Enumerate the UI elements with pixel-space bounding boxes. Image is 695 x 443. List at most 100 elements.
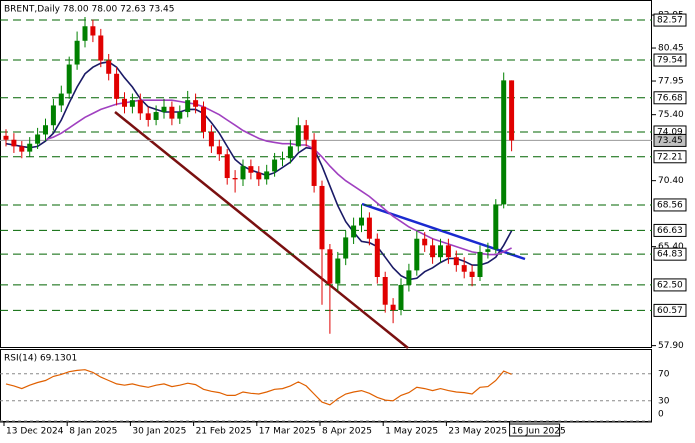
x-tick-label: 17 Mar 2025 [259, 427, 316, 437]
level-box [653, 278, 687, 292]
candle-body [303, 125, 309, 140]
level-box [653, 13, 687, 27]
candle-body [469, 271, 475, 278]
price-panel [0, 0, 652, 348]
candle-body [224, 154, 230, 179]
candle-body [27, 143, 33, 152]
x-tick-label: 23 May 2025 [448, 427, 507, 437]
x-tick-label: 21 Feb 2025 [196, 427, 252, 437]
candle-body [319, 185, 325, 250]
candle-body [382, 277, 388, 305]
level-box [653, 53, 687, 67]
candle-body [153, 112, 159, 120]
y-tick-label: 65.40 [658, 242, 684, 252]
candle-body [453, 257, 459, 266]
candle-body [461, 265, 467, 272]
candle-body [438, 245, 443, 258]
level-box [653, 223, 687, 237]
candle-body [493, 204, 499, 250]
candle-body [351, 225, 357, 238]
candle-body [477, 251, 483, 278]
candle-body [66, 64, 72, 94]
rsi-panel [0, 349, 652, 422]
candle-body [161, 106, 167, 113]
candle-body [390, 304, 396, 310]
level-label: 72.21 [657, 152, 683, 162]
x-tick-label: 1 May 2025 [385, 427, 438, 437]
candle-body [50, 105, 56, 126]
level-label: 66.63 [657, 226, 683, 236]
level-box [653, 150, 687, 164]
chart-title: BRENT,Daily 78.00 78.00 72.63 73.45 [4, 5, 174, 15]
candle-body [366, 217, 372, 239]
candle-body [82, 26, 88, 41]
candle-body [343, 237, 349, 259]
level-label: 60.57 [657, 306, 683, 316]
y-tick-label: 80.45 [658, 44, 684, 54]
candle-body [359, 217, 364, 226]
x-tick-label: 13 Dec 2024 [6, 427, 64, 437]
y-tick-label: 57.90 [658, 341, 684, 351]
candle-body [280, 158, 285, 160]
candle-body [122, 98, 127, 107]
level-label: 64.83 [657, 250, 683, 260]
candle-body [287, 146, 293, 159]
level-box [653, 303, 687, 317]
candle-body [35, 134, 41, 144]
candle-body [327, 249, 333, 284]
y-tick-label: 70.40 [658, 176, 684, 186]
candle-body [208, 131, 214, 147]
y-tick-label: 77.95 [658, 77, 684, 87]
candle-body [177, 112, 183, 119]
candle-body [445, 245, 451, 258]
candle-body [193, 100, 199, 107]
candle-body [398, 284, 404, 310]
candle-body [114, 73, 120, 99]
x-tick-label: 16 Jun 2025 [512, 427, 566, 437]
candle-body [90, 26, 96, 36]
rsi-tick-label: 0 [658, 410, 664, 420]
x-tick-label: 8 Apr 2025 [322, 427, 372, 437]
current-price-label: 73.45 [657, 136, 683, 146]
rsi-tick-label: 70 [658, 369, 670, 379]
level-label: 62.50 [657, 280, 683, 290]
x-highlight [509, 423, 561, 437]
candle-body [19, 146, 25, 152]
level-label: 82.57 [657, 16, 683, 26]
candle-body [3, 135, 9, 140]
candle-body [43, 125, 48, 135]
candle-body [58, 93, 64, 106]
candle-body [295, 125, 301, 147]
candle-body [98, 35, 104, 61]
candle-body [272, 159, 278, 172]
candle-body [335, 258, 341, 284]
candle-body [145, 113, 151, 120]
candle-body [201, 106, 206, 132]
candle-body [216, 146, 222, 155]
rsi-line [5, 369, 512, 406]
candle-body [509, 80, 515, 141]
rsi-title: RSI(14) 69.1301 [4, 354, 77, 364]
candle-body [256, 172, 262, 180]
level-label: 74.09 [657, 127, 683, 137]
x-tick-label: 30 Jan 2025 [132, 427, 186, 437]
level-label: 79.54 [657, 56, 683, 66]
candle-body [169, 106, 175, 119]
candle-body [11, 139, 17, 147]
candle-body [248, 166, 254, 173]
candle-body [414, 238, 420, 271]
candle-body [106, 60, 112, 74]
candle-body [129, 100, 135, 107]
level-box [653, 247, 687, 261]
rsi-tick-label: 30 [658, 396, 670, 406]
candle-body [185, 100, 191, 113]
candle-body [501, 80, 507, 205]
level-box [653, 198, 687, 212]
level-label: 68.56 [657, 200, 683, 210]
x-tick-label: 8 Jan 2025 [69, 427, 117, 437]
candle-body [430, 245, 436, 258]
y-tick-label: 75.40 [658, 110, 684, 120]
current-price-box [653, 133, 687, 147]
candle-body [74, 40, 80, 65]
